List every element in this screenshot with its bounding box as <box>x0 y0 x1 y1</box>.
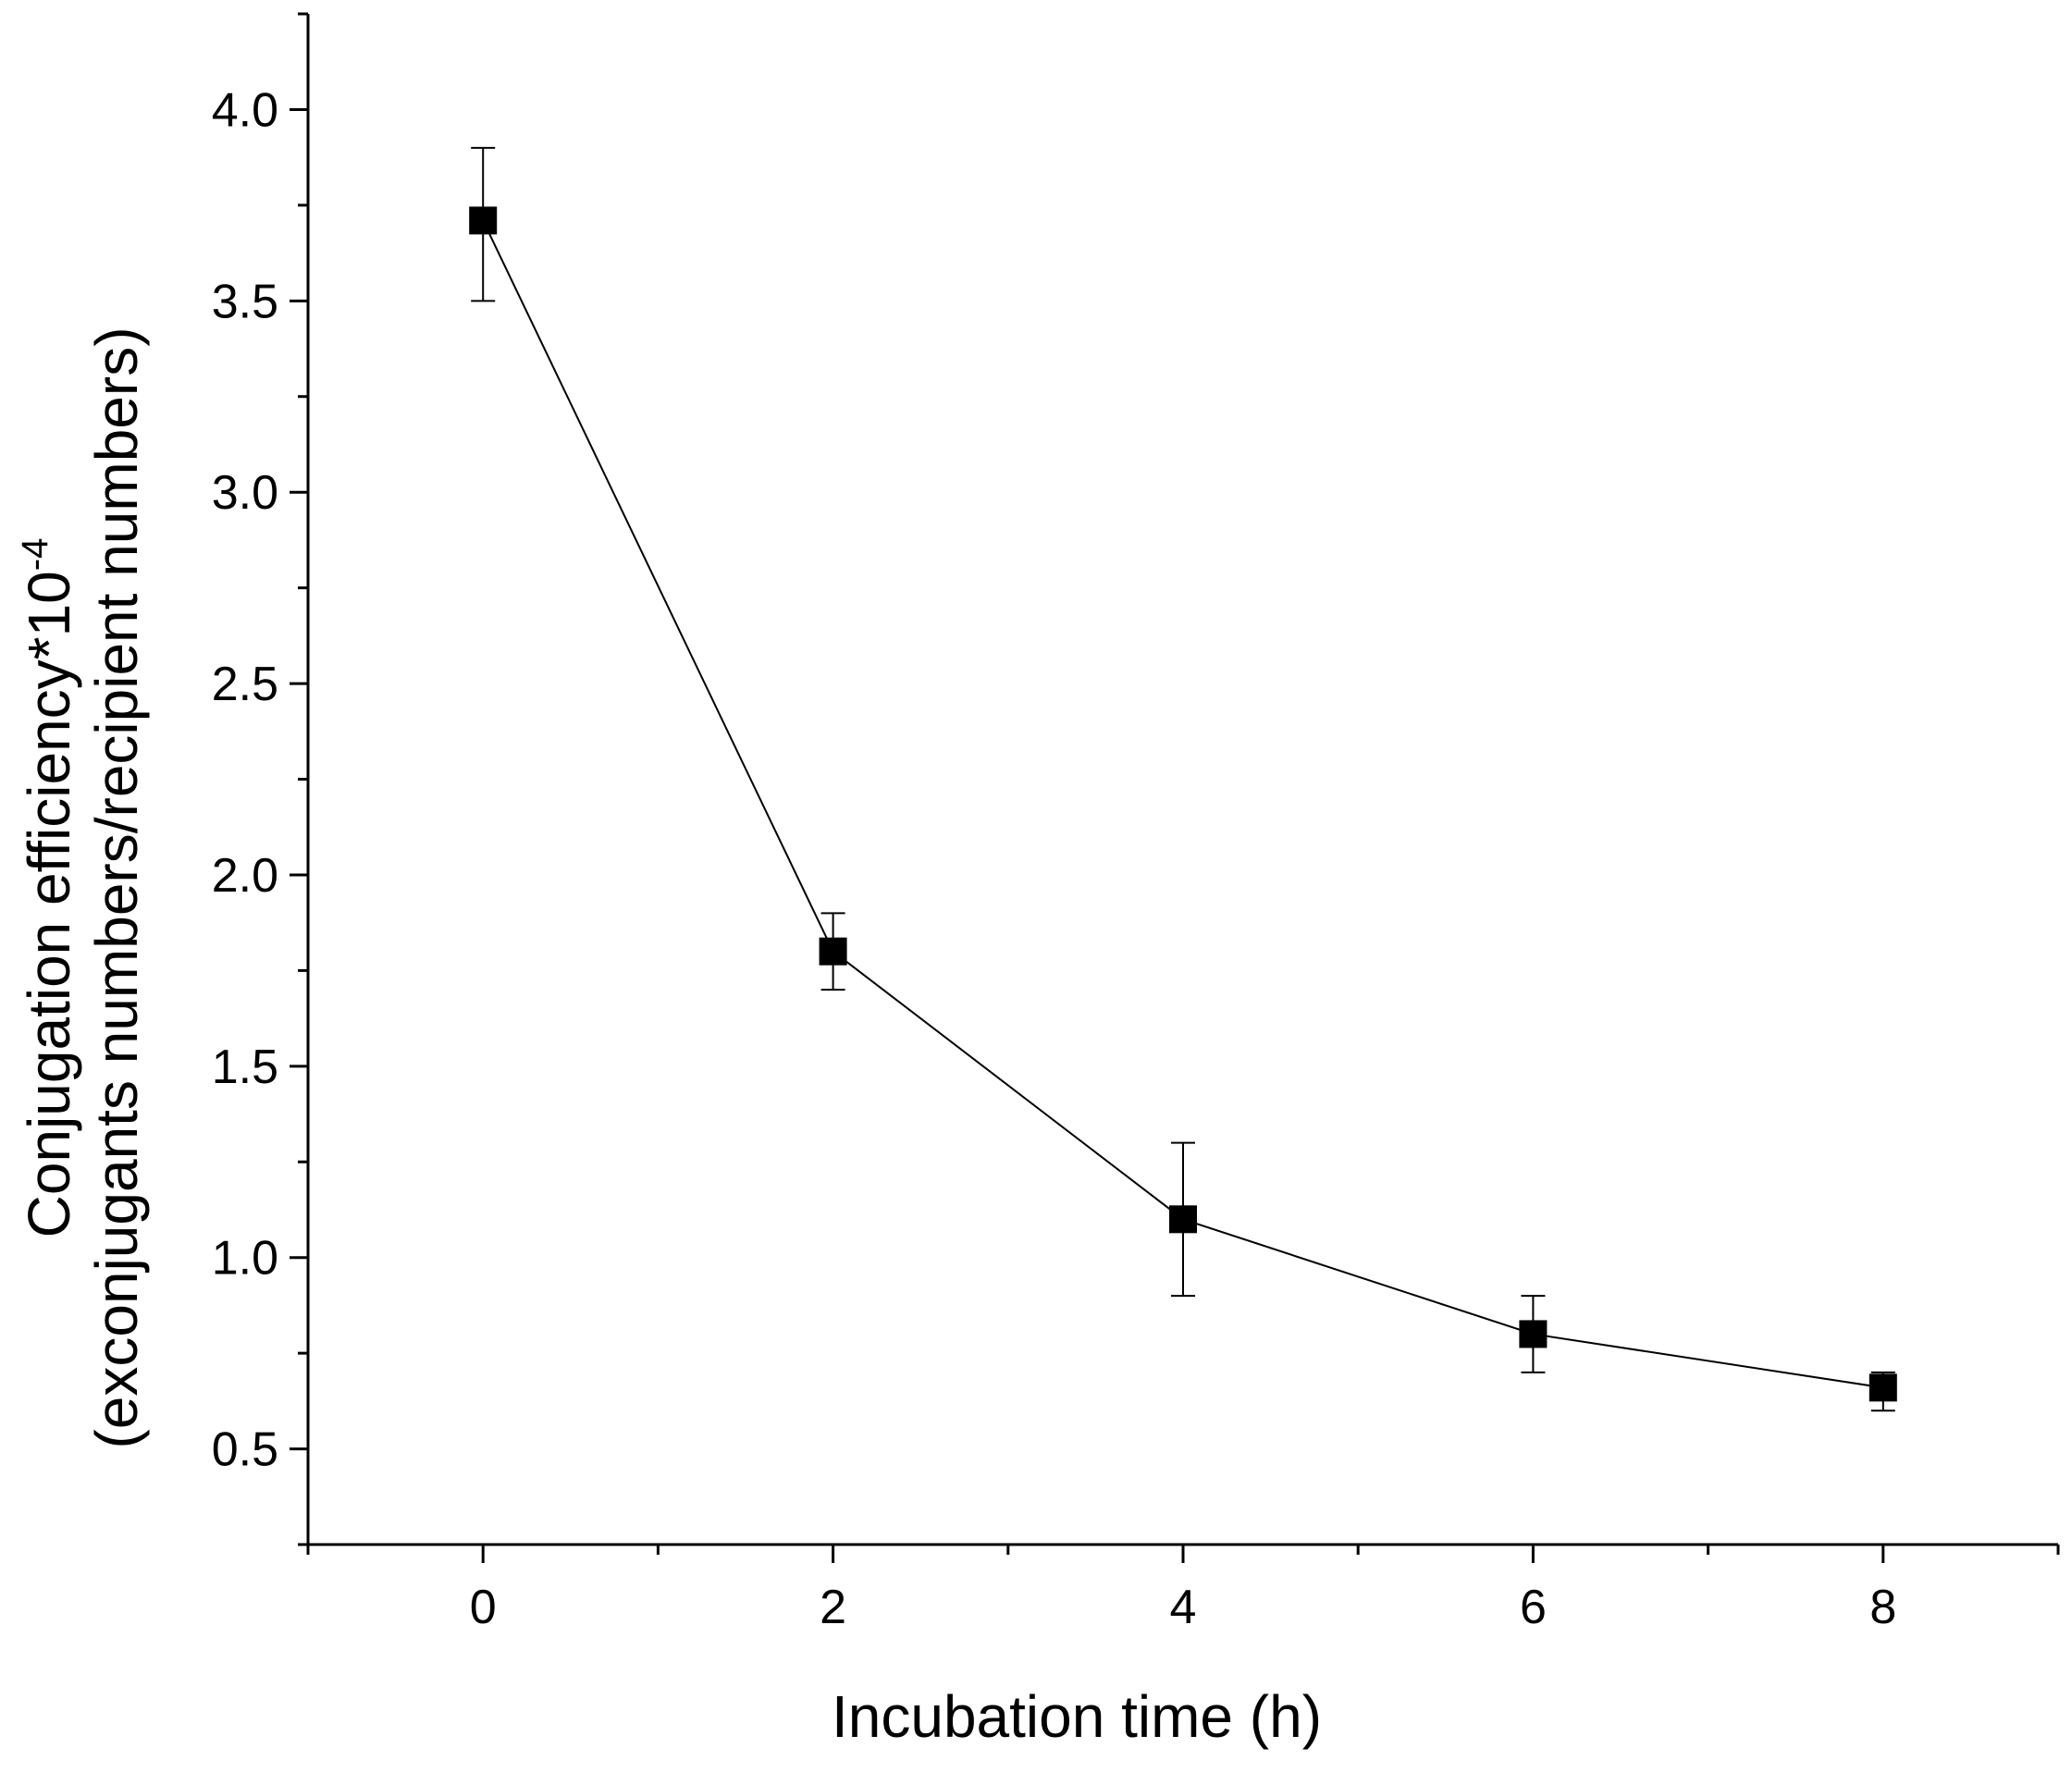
data-point <box>1519 1320 1548 1348</box>
y-axis-title-exponent: -4 <box>15 538 56 572</box>
y-tick-label: 0.5 <box>212 1423 278 1477</box>
x-tick-label: 8 <box>1869 1581 1896 1634</box>
y-tick-label: 1.0 <box>212 1232 278 1286</box>
y-axis-title-line1: Conjugation efficiency*10-4 <box>15 538 82 1238</box>
y-tick-label: 1.5 <box>212 1040 278 1094</box>
x-tick-label: 2 <box>820 1581 846 1634</box>
x-tick-label: 6 <box>1520 1581 1547 1634</box>
series-layer <box>469 146 1897 1412</box>
data-point <box>1169 1205 1197 1234</box>
y-tick-label: 2.0 <box>212 849 278 903</box>
axes: 0.5 1.0 1.5 2.0 2.5 3.0 3.5 4.0 0 2 4 6 8 <box>212 12 2060 1634</box>
x-tick-label: 4 <box>1170 1581 1197 1634</box>
y-tick-label: 3.0 <box>212 466 278 520</box>
y-tick-label: 3.5 <box>212 275 278 328</box>
y-axis-title-line2: (exconjugants numbers/recipient numbers) <box>83 326 150 1448</box>
y-tick-label: 2.5 <box>212 658 278 711</box>
y-tick-label: 4.0 <box>212 83 278 137</box>
data-point <box>469 206 498 235</box>
data-point <box>819 937 847 966</box>
data-point <box>1868 1373 1897 1402</box>
x-tick-label: 0 <box>470 1581 497 1634</box>
y-axis-title-main: Conjugation efficiency*10 <box>16 571 82 1237</box>
x-axis-title: Incubation time (h) <box>832 1683 1322 1750</box>
